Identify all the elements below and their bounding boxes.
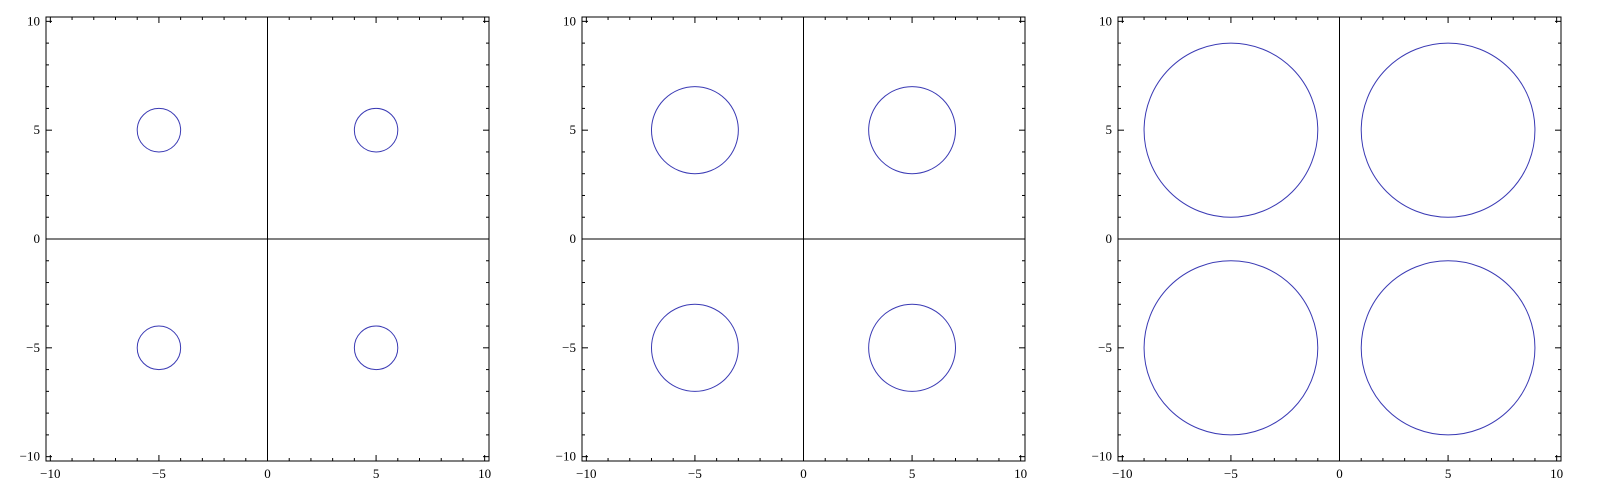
x-tick-label: −5 xyxy=(152,466,166,481)
x-tick-label: 0 xyxy=(264,466,271,481)
x-tick-label: 5 xyxy=(1445,466,1452,481)
x-tick-label: −10 xyxy=(576,466,596,481)
contour-circle-4 xyxy=(1360,260,1536,436)
y-tick-label: −10 xyxy=(20,449,40,464)
panel-3: −10 −5 0 5 10 −10 −5 0 5 10 xyxy=(1072,0,1608,502)
contour-circle-4 xyxy=(868,303,957,392)
x-tick-label: 10 xyxy=(1550,466,1563,481)
y-tick-label: 0 xyxy=(570,231,577,246)
y-tick-label: 5 xyxy=(570,122,577,137)
y-tick-label: −5 xyxy=(26,340,40,355)
y-tick-label: 10 xyxy=(563,13,576,28)
y-tick-label: 0 xyxy=(1106,231,1113,246)
x-tick-label: 0 xyxy=(1336,466,1343,481)
contour-circle-3 xyxy=(1143,260,1319,436)
plot-1: −10 −5 0 5 10 −10 −5 0 5 10 xyxy=(20,13,492,481)
contour-circle-3 xyxy=(650,303,739,392)
x-tick-label: −5 xyxy=(688,466,702,481)
y-tick-label: −10 xyxy=(556,449,576,464)
contour-circle-4 xyxy=(353,325,399,371)
y-tick-label: −5 xyxy=(1098,340,1112,355)
contour-circle-1 xyxy=(136,107,182,153)
panel-2: −10 −5 0 5 10 −10 −5 0 5 10 xyxy=(536,0,1072,502)
y-tick-label: 5 xyxy=(1106,122,1113,137)
plot-3: −10 −5 0 5 10 −10 −5 0 5 10 xyxy=(1092,13,1564,481)
x-tick-label: −10 xyxy=(1112,466,1132,481)
y-tick-label: 10 xyxy=(1099,13,1112,28)
y-tick-label: 5 xyxy=(34,122,41,137)
x-tick-label: 10 xyxy=(478,466,491,481)
x-tick-label: 5 xyxy=(373,466,380,481)
x-tick-label: −10 xyxy=(40,466,60,481)
panel-1: −10 −5 0 5 10 −10 −5 0 5 10 xyxy=(0,0,536,502)
contour-circle-2 xyxy=(1360,42,1536,218)
y-tick-label: 10 xyxy=(27,13,40,28)
contour-circle-3 xyxy=(136,325,182,371)
contour-circle-2 xyxy=(353,107,399,153)
x-tick-label: 0 xyxy=(800,466,807,481)
x-tick-label: −5 xyxy=(1224,466,1238,481)
plot-2: −10 −5 0 5 10 −10 −5 0 5 10 xyxy=(556,13,1028,481)
y-tick-label: −10 xyxy=(1092,449,1112,464)
y-tick-label: 0 xyxy=(34,231,41,246)
y-tick-label: −5 xyxy=(562,340,576,355)
contour-circle-1 xyxy=(1143,42,1319,218)
x-tick-label: 5 xyxy=(909,466,916,481)
contour-circle-2 xyxy=(868,86,957,175)
x-tick-label: 10 xyxy=(1014,466,1027,481)
contour-circle-1 xyxy=(650,86,739,175)
